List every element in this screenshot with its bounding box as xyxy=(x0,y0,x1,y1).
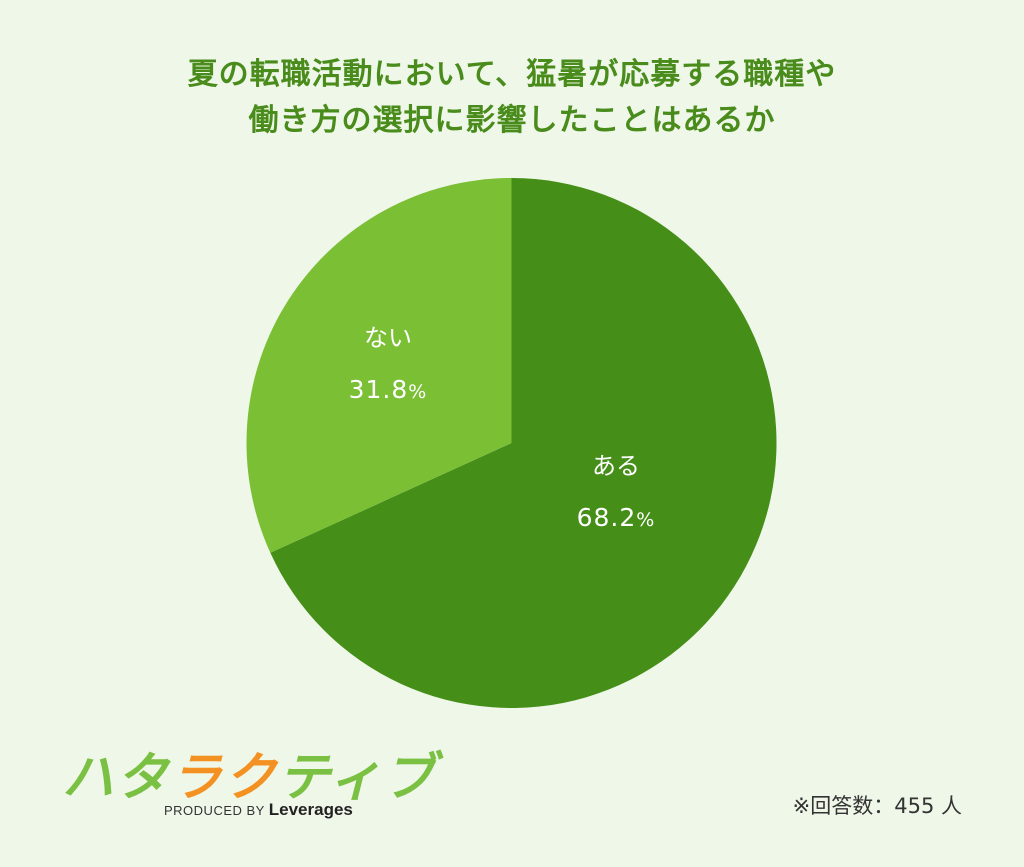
leverages-brand: Leverages xyxy=(268,800,353,819)
label-nai: ない 31.8% xyxy=(308,312,468,418)
label-nai-name: ない xyxy=(364,324,412,352)
respondent-count-note: ※回答数：455 人 xyxy=(792,794,962,818)
chart-title: 夏の転職活動において、猛暑が応募する職種や 働き方の選択に影響したことはあるか xyxy=(0,52,1024,144)
label-nai-value: 31.8% xyxy=(348,375,428,404)
label-aru-name: ある xyxy=(592,452,640,480)
produced-by: PRODUCED BY Leverages xyxy=(164,800,353,819)
chart-title-line-2: 働き方の選択に影響したことはあるか xyxy=(248,103,776,138)
chart-title-line-1: 夏の転職活動において、猛暑が応募する職種や xyxy=(187,57,837,92)
label-aru: ある 68.2% xyxy=(536,440,696,546)
pie-slice-nai xyxy=(246,178,512,553)
label-aru-value: 68.2% xyxy=(576,503,656,532)
logo-wordmark: ハタラクティブ xyxy=(62,749,437,807)
pie-slice-aru xyxy=(270,178,777,709)
hataractive-logo: ハタラクティブ PRODUCED BY Leverages xyxy=(62,749,437,819)
